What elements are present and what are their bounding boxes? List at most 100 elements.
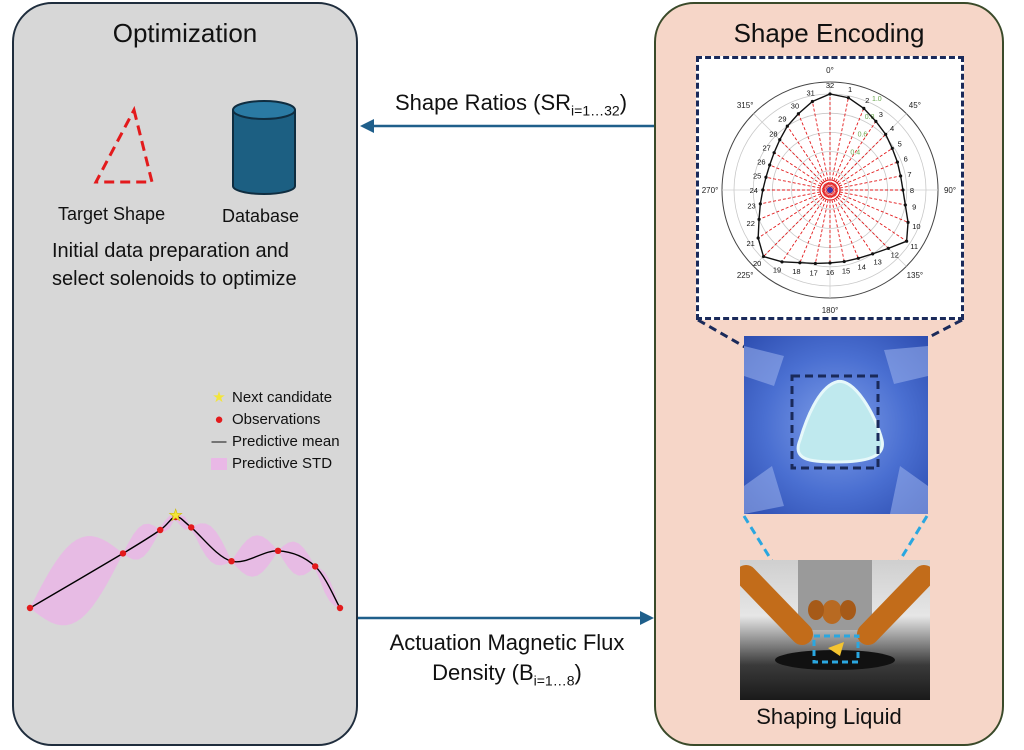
radial-label: 0.8: [865, 114, 875, 121]
shape-point: [785, 124, 789, 128]
shape-point: [856, 256, 860, 260]
observation-point: [26, 604, 34, 612]
shape-point: [895, 160, 900, 164]
point-label: 21: [747, 239, 755, 248]
shape-point: [846, 96, 850, 100]
shape-point: [828, 92, 832, 96]
radial-label: 0.4: [850, 149, 860, 156]
center-ring: [819, 179, 841, 201]
shape-point: [842, 259, 846, 264]
point-label: 17: [809, 268, 817, 277]
shape-point: [871, 252, 875, 256]
arrow-right-icon: [640, 611, 654, 625]
point-label: 15: [842, 266, 850, 275]
shape-point: [886, 246, 890, 250]
shape-point: [905, 239, 909, 243]
point-label: 14: [858, 263, 866, 272]
shape-point: [761, 254, 766, 259]
observation-point: [336, 604, 344, 612]
ratio-spoke: [763, 189, 831, 257]
optimization-panel: Optimization Target Shape Database Initi…: [12, 2, 358, 746]
ratio-spoke: [829, 121, 877, 191]
shape-point: [764, 175, 768, 179]
solenoid-device-icon: [740, 560, 930, 670]
center-ring: [822, 182, 838, 198]
point-label: 2: [865, 96, 869, 105]
band-icon: [210, 454, 228, 474]
std-band: [30, 514, 340, 626]
flux-close: ): [574, 660, 582, 685]
angle-label: 225°: [737, 271, 754, 280]
ratio-spoke: [769, 164, 831, 191]
shape-point: [813, 261, 817, 266]
target-shape-icon: [93, 105, 154, 184]
star-icon: ★: [212, 389, 226, 406]
flux-label-line-2: Density (Bi=1…8): [362, 658, 652, 695]
point-label: 32: [826, 81, 834, 90]
arrow-left-icon: [360, 119, 374, 133]
next-candidate-star: ★: [169, 507, 183, 524]
angle-label: 0°: [826, 66, 834, 75]
shape-ratios-label: Shape Ratios (SRi=1…32): [366, 88, 656, 125]
point-label: 25: [753, 172, 761, 181]
droplet-image: [744, 336, 928, 514]
point-label: 19: [773, 265, 781, 274]
legend-predictive-mean: — Predictive mean: [210, 432, 340, 452]
shape-point: [890, 146, 894, 150]
polar-plot: 0° 45° 90° 135° 180° 225° 270° 315° 1.0 0.8 0.6 0.4…: [702, 66, 956, 315]
ratio-spoke: [829, 189, 874, 255]
ratio-spoke: [829, 189, 889, 249]
ratio-spoke: [781, 189, 831, 263]
legend-label: Next candidate: [232, 389, 333, 406]
shape-point: [862, 106, 866, 111]
observation-point: [172, 513, 179, 521]
shaping-liquid-label: Shaping Liquid: [756, 704, 902, 729]
ratio-spoke: [757, 189, 831, 239]
point-label: 22: [747, 219, 755, 228]
shape-point: [884, 132, 888, 136]
ratio-spoke: [829, 97, 849, 191]
observation-point: [228, 558, 235, 565]
device-image: [740, 560, 930, 700]
ratio-spoke: [829, 189, 909, 223]
point-label: 12: [891, 251, 899, 260]
radial-label: 1.0: [872, 96, 882, 103]
shape-point: [756, 236, 760, 240]
angle-label: 180°: [822, 306, 839, 315]
point-label: 30: [791, 101, 799, 110]
shape-point: [761, 188, 765, 192]
point-label: 11: [910, 242, 918, 251]
angle-label: 90°: [944, 186, 956, 195]
ratio-spoke: [829, 189, 859, 259]
radial-label: 0.6: [858, 132, 868, 139]
angle-label: 270°: [702, 186, 719, 195]
legend-observations: ● Observations: [210, 410, 320, 430]
point-label: 24: [750, 186, 758, 195]
point-label: 3: [879, 110, 883, 119]
shape-point: [772, 151, 776, 155]
point-label: 18: [792, 267, 800, 276]
ratio-spoke: [799, 189, 831, 263]
database-icon: [232, 100, 296, 195]
shape-point: [778, 138, 782, 142]
description-line-1: Initial data preparation and: [52, 240, 289, 262]
shape-point: [758, 202, 762, 206]
ratio-spoke: [758, 189, 831, 220]
shape-ratios-sub: i=1…32: [571, 102, 620, 119]
ratio-spoke: [811, 101, 831, 191]
shape-point: [901, 188, 905, 192]
description-line-2: select solenoids to optimize: [52, 268, 297, 290]
point-label: 31: [806, 89, 814, 98]
point-label: 20: [753, 259, 761, 268]
flux-text: Density (B: [432, 660, 534, 685]
angle-label: 315°: [737, 101, 754, 110]
point-label: 5: [898, 139, 902, 148]
shape-point: [796, 112, 801, 116]
observation-point: [157, 526, 164, 534]
shape-point: [828, 261, 832, 265]
point-label: 8: [910, 186, 914, 195]
ratio-spoke: [779, 139, 831, 191]
arrows: [358, 119, 654, 625]
shape-point: [874, 119, 878, 123]
shape-point: [810, 99, 814, 104]
